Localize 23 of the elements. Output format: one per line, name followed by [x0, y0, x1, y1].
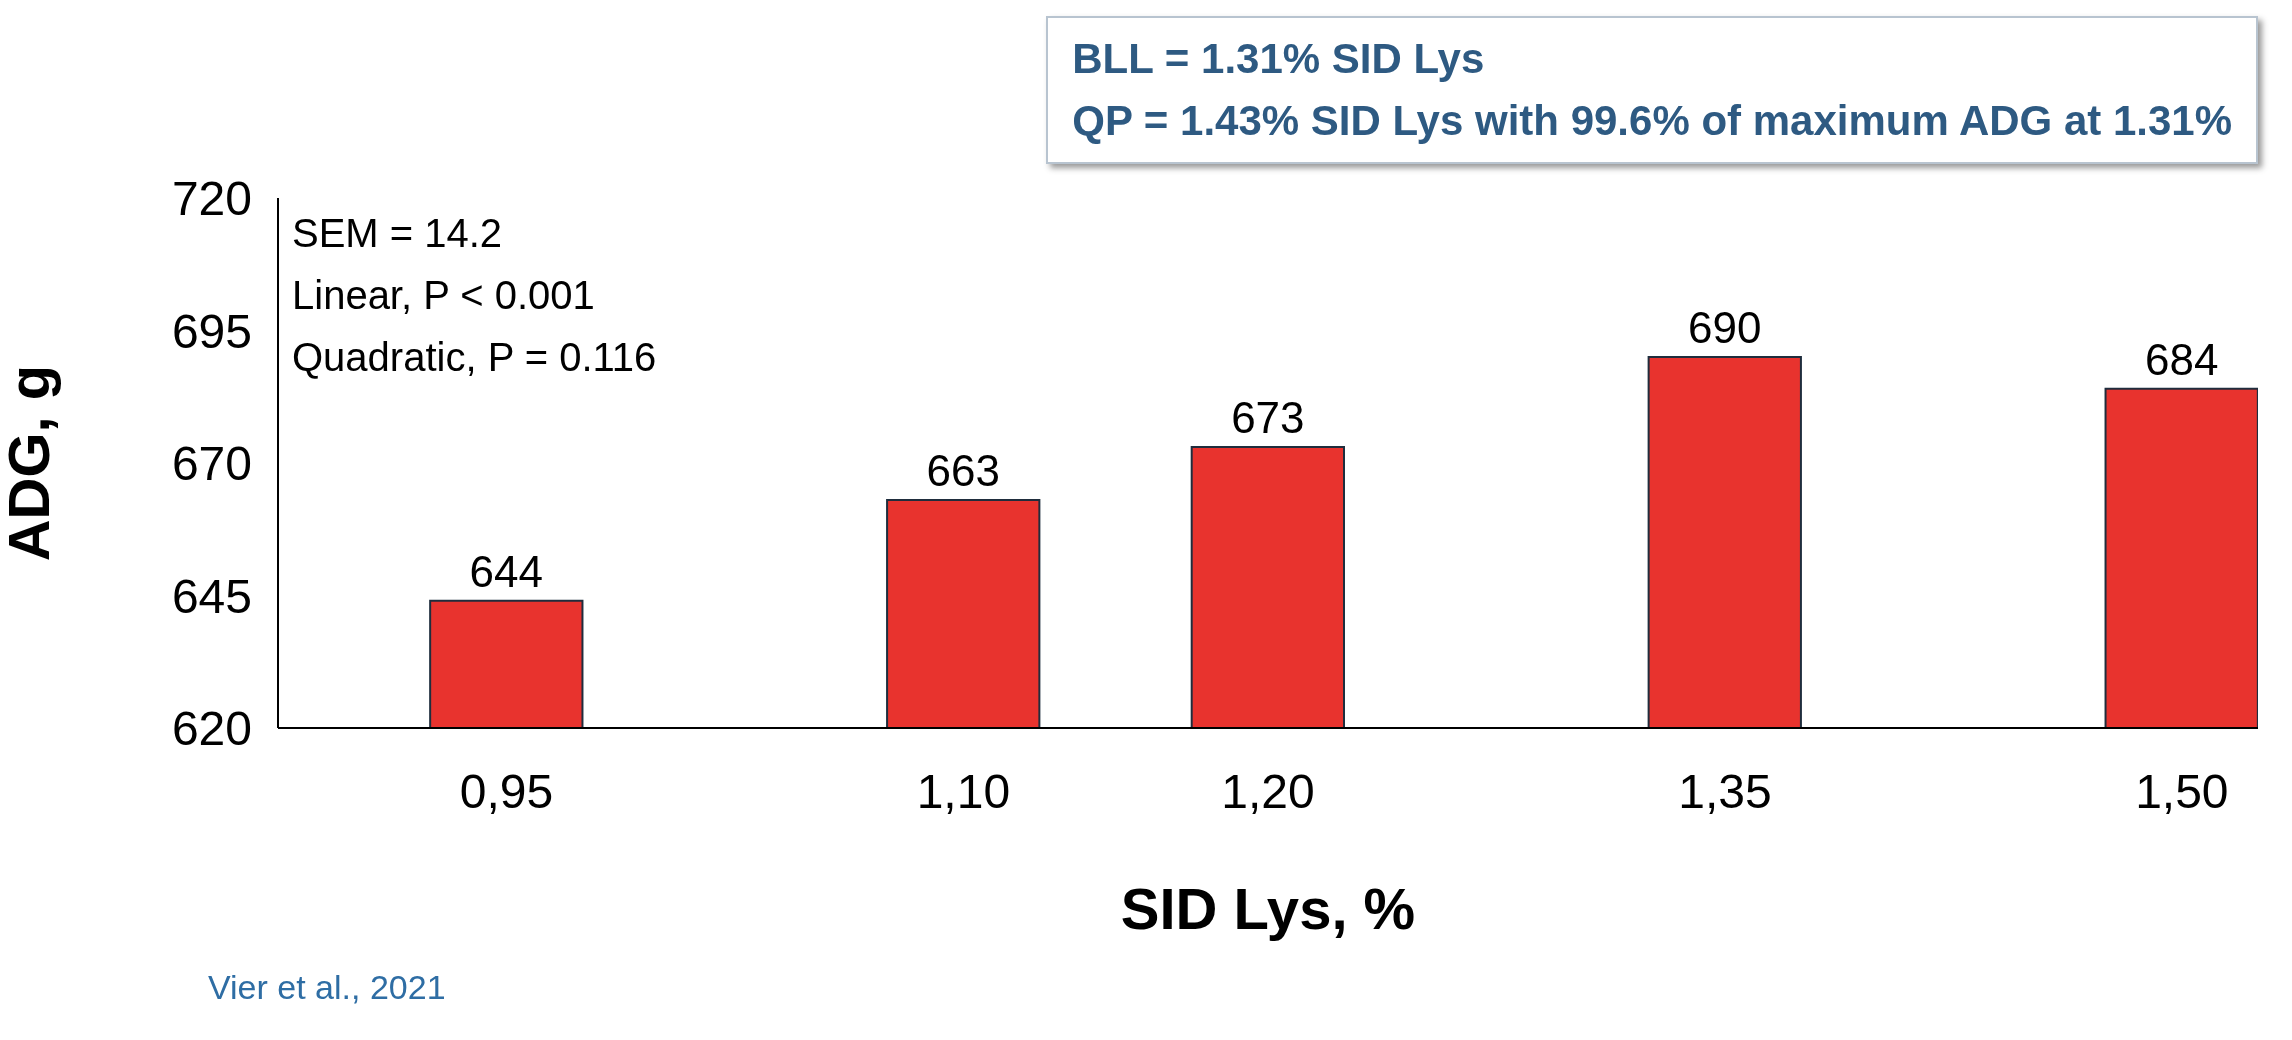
x-tick-label: 0,95 [459, 765, 554, 819]
y-axis-title: ADG, g [0, 364, 61, 562]
x-tick-label: 1,10 [916, 765, 1011, 819]
y-tick-label: 720 [171, 172, 252, 226]
data-label: 684 [2144, 334, 2219, 384]
data-label: 644 [469, 546, 544, 596]
data-label: 673 [1231, 393, 1305, 443]
text: BLL = 1.31% SID Lys [1072, 34, 1486, 84]
x-tick-label: 1,35 [1678, 765, 1772, 819]
y-tick-label: 670 [171, 437, 252, 491]
x-tick-label: 1,20 [1221, 765, 1315, 819]
data-label: 690 [1688, 303, 1762, 352]
text: QP = 1.43% SID Lys with 99.6% of maximum ADG at 1.31% [1072, 96, 2232, 146]
annotation: Linear, P < 0.001 [292, 272, 596, 319]
y-tick-label: 645 [171, 569, 252, 623]
annotation: Quadratic, P = 0.116 [292, 334, 657, 381]
x-axis-title: SID Lys, % [1120, 876, 1416, 942]
data-label: 663 [926, 446, 1000, 496]
text: Vier et al., 2021 [208, 968, 446, 1007]
y-tick-label: 620 [171, 702, 252, 756]
y-tick-label: 695 [171, 304, 252, 358]
annotation: SEM = 14.2 [292, 210, 504, 257]
x-tick-label: 1,50 [2135, 765, 2229, 819]
